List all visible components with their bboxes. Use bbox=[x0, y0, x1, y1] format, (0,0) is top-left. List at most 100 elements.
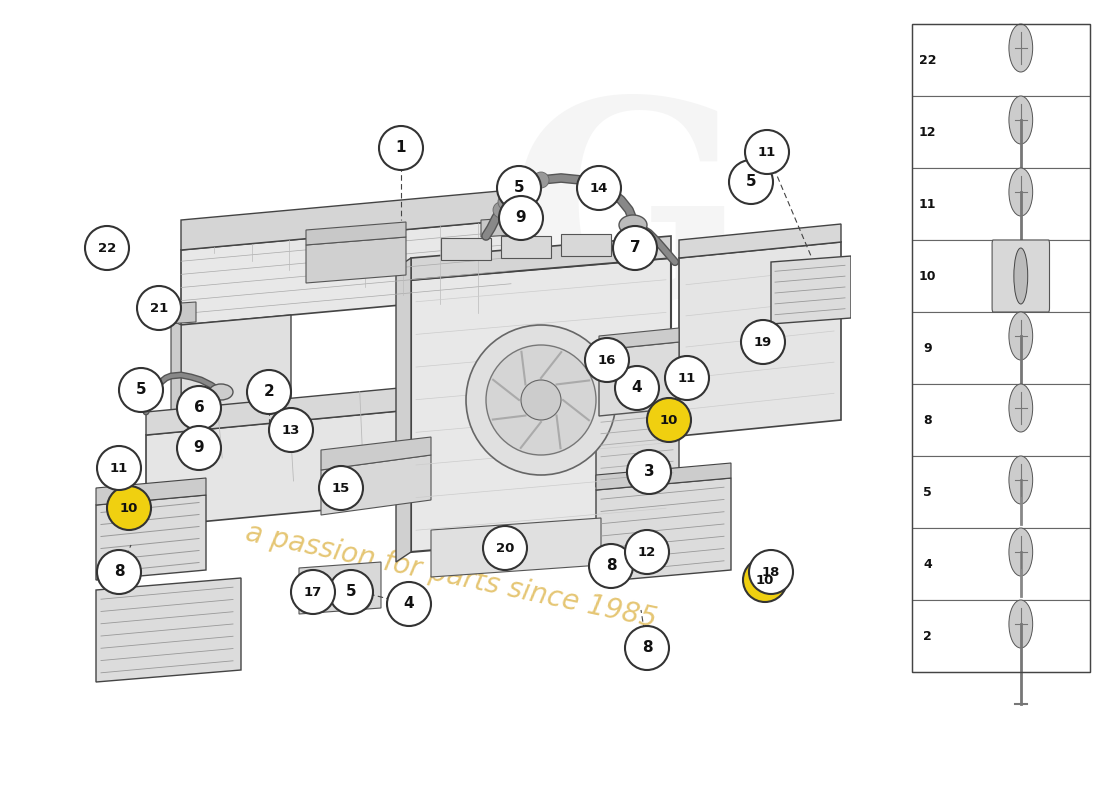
Text: 1: 1 bbox=[396, 141, 406, 155]
Polygon shape bbox=[481, 218, 512, 237]
Circle shape bbox=[741, 320, 785, 364]
Ellipse shape bbox=[1009, 168, 1033, 216]
Text: 4: 4 bbox=[631, 381, 642, 395]
Polygon shape bbox=[596, 478, 732, 582]
FancyBboxPatch shape bbox=[992, 240, 1049, 312]
Bar bbox=[912, 24, 1090, 672]
Polygon shape bbox=[306, 237, 406, 283]
Text: 22: 22 bbox=[918, 54, 936, 66]
Polygon shape bbox=[182, 190, 512, 250]
Text: 11: 11 bbox=[678, 371, 696, 385]
Ellipse shape bbox=[1009, 384, 1033, 432]
Bar bbox=[912, 384, 1090, 456]
Bar bbox=[912, 168, 1090, 240]
Text: 7: 7 bbox=[629, 241, 640, 255]
Circle shape bbox=[319, 466, 363, 510]
Circle shape bbox=[615, 366, 659, 410]
Polygon shape bbox=[96, 578, 241, 682]
Text: 14: 14 bbox=[590, 182, 608, 194]
Circle shape bbox=[97, 550, 141, 594]
Text: 4: 4 bbox=[404, 597, 415, 611]
Circle shape bbox=[379, 126, 424, 170]
Text: 2: 2 bbox=[264, 385, 274, 399]
Circle shape bbox=[387, 582, 431, 626]
Polygon shape bbox=[151, 302, 196, 325]
Circle shape bbox=[613, 226, 657, 270]
Text: 10: 10 bbox=[120, 502, 139, 514]
Polygon shape bbox=[600, 342, 679, 416]
Polygon shape bbox=[679, 242, 842, 436]
Text: 12: 12 bbox=[918, 126, 936, 138]
Circle shape bbox=[588, 544, 632, 588]
Polygon shape bbox=[596, 463, 732, 490]
Circle shape bbox=[625, 626, 669, 670]
Polygon shape bbox=[431, 518, 601, 577]
Ellipse shape bbox=[486, 345, 596, 455]
Circle shape bbox=[85, 226, 129, 270]
Text: a passion for parts since 1985: a passion for parts since 1985 bbox=[243, 518, 659, 634]
Circle shape bbox=[666, 356, 710, 400]
Text: 2: 2 bbox=[923, 630, 932, 642]
Text: 16: 16 bbox=[597, 354, 616, 366]
Bar bbox=[912, 456, 1090, 528]
Circle shape bbox=[177, 386, 221, 430]
Polygon shape bbox=[679, 224, 842, 258]
Text: 10: 10 bbox=[918, 270, 936, 282]
Ellipse shape bbox=[1009, 24, 1033, 72]
Polygon shape bbox=[771, 256, 851, 324]
Circle shape bbox=[729, 160, 773, 204]
Text: 8: 8 bbox=[113, 565, 124, 579]
Text: 12: 12 bbox=[638, 546, 656, 558]
Circle shape bbox=[329, 570, 373, 614]
Circle shape bbox=[177, 426, 221, 470]
Polygon shape bbox=[96, 495, 206, 580]
Text: 8: 8 bbox=[923, 414, 932, 426]
Text: 18: 18 bbox=[762, 566, 780, 578]
Circle shape bbox=[270, 408, 314, 452]
Polygon shape bbox=[600, 328, 679, 350]
Text: 5: 5 bbox=[345, 585, 356, 599]
Text: 20: 20 bbox=[496, 542, 514, 554]
Circle shape bbox=[292, 570, 336, 614]
Circle shape bbox=[483, 526, 527, 570]
Text: 9: 9 bbox=[194, 441, 205, 455]
Ellipse shape bbox=[1009, 96, 1033, 144]
Polygon shape bbox=[146, 385, 431, 435]
Text: 11: 11 bbox=[110, 462, 128, 474]
Bar bbox=[912, 600, 1090, 672]
Circle shape bbox=[742, 558, 786, 602]
Text: 9: 9 bbox=[923, 342, 932, 354]
Text: 17: 17 bbox=[304, 586, 322, 598]
Bar bbox=[912, 528, 1090, 600]
Text: 4: 4 bbox=[923, 558, 932, 570]
Polygon shape bbox=[96, 478, 206, 505]
Circle shape bbox=[107, 486, 151, 530]
Polygon shape bbox=[321, 455, 431, 515]
Polygon shape bbox=[182, 220, 512, 325]
Circle shape bbox=[647, 398, 691, 442]
Ellipse shape bbox=[1009, 600, 1033, 648]
Text: 8: 8 bbox=[641, 641, 652, 655]
Polygon shape bbox=[411, 258, 671, 552]
Circle shape bbox=[578, 166, 621, 210]
Polygon shape bbox=[182, 315, 292, 440]
Ellipse shape bbox=[341, 588, 371, 612]
Circle shape bbox=[499, 196, 543, 240]
Text: 15: 15 bbox=[332, 482, 350, 494]
Ellipse shape bbox=[493, 202, 509, 218]
Ellipse shape bbox=[209, 384, 233, 400]
Text: 5: 5 bbox=[746, 174, 757, 190]
Text: 6: 6 bbox=[194, 401, 205, 415]
Polygon shape bbox=[321, 437, 431, 470]
Text: 10: 10 bbox=[660, 414, 679, 426]
Circle shape bbox=[497, 166, 541, 210]
Text: G: G bbox=[508, 90, 746, 358]
Bar bbox=[912, 240, 1090, 312]
Circle shape bbox=[138, 286, 182, 330]
Polygon shape bbox=[146, 408, 431, 527]
Ellipse shape bbox=[1009, 456, 1033, 504]
Text: 10: 10 bbox=[756, 574, 774, 586]
Bar bbox=[912, 96, 1090, 168]
Text: 11: 11 bbox=[918, 198, 936, 210]
Bar bbox=[912, 312, 1090, 384]
